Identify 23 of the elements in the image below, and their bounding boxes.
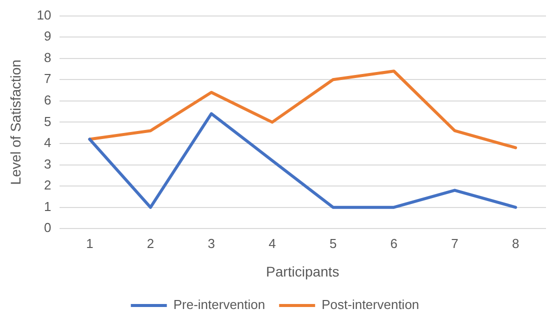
x-tick-label: 5 [329, 236, 337, 251]
y-tick-label: 2 [44, 178, 52, 193]
x-tick-label: 6 [390, 236, 398, 251]
x-tick-label: 1 [86, 236, 94, 251]
y-tick-label: 3 [44, 156, 52, 172]
y-tick-label: 8 [44, 50, 52, 65]
legend-label: Pre-intervention [173, 297, 266, 312]
y-tick-label: 4 [44, 135, 52, 150]
legend-label: Post-intervention [322, 297, 420, 312]
y-tick-label: 6 [44, 92, 52, 108]
y-tick-label: 9 [44, 28, 52, 44]
x-tick-label: 4 [268, 236, 276, 251]
x-tick-label: 8 [512, 236, 520, 251]
y-tick-label: 0 [44, 220, 52, 236]
y-axis-title: Level of Satisfaction [7, 60, 24, 185]
y-tick-label: 10 [36, 7, 52, 22]
x-axis-title: Participants [266, 263, 340, 280]
x-tick-label: 7 [451, 236, 458, 251]
y-tick-label: 7 [44, 71, 52, 86]
x-tick-label: 2 [146, 236, 154, 251]
x-tick-label: 3 [208, 236, 215, 251]
y-tick-label: 1 [44, 198, 52, 214]
y-tick-label: 5 [44, 114, 52, 129]
